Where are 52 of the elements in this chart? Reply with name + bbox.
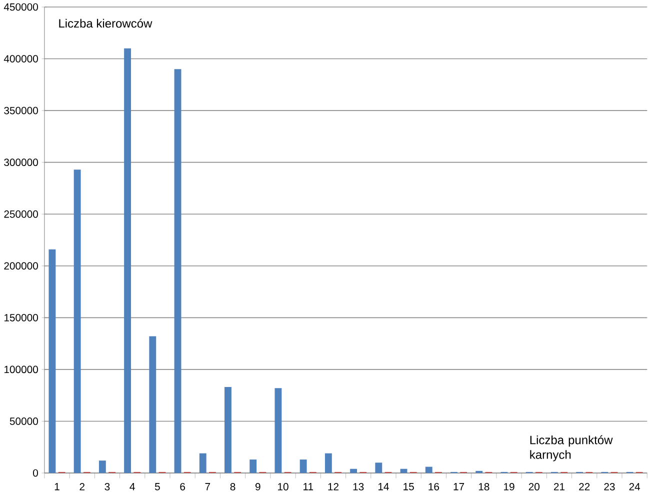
bar [48,249,56,473]
bar [199,453,206,473]
bar [375,462,382,473]
y-tick-label: 50000 [10,418,38,425]
bar [425,466,432,473]
y-axis-title: Liczba kierowców [59,18,152,28]
y-tick-label: 150000 [4,314,38,322]
x-tick-label: 19 [504,483,514,490]
x-tick-label: 17 [454,483,464,490]
x-tick-label: 3 [104,483,110,490]
y-tick-label: 350000 [4,106,38,114]
x-tick-label: 16 [428,483,440,490]
bar [74,170,81,473]
y-tick-label: 450000 [4,3,38,11]
x-tick-label: 23 [604,483,615,490]
bar [300,460,307,473]
x-tick-label: 6 [180,483,185,490]
x-tick-label: 20 [528,483,540,490]
x-tick-label: 7 [205,483,210,490]
x-tick-label: 24 [629,483,640,490]
x-tick-label: 15 [404,483,414,490]
x-tick-label: 4 [130,483,135,490]
bar [174,69,182,473]
y-tick-label: 0 [33,469,38,477]
bar [350,468,358,473]
y-tick-label: 300000 [4,158,38,166]
y-tick-label: 400000 [4,55,38,62]
bar [274,388,282,473]
x-tick-label: 14 [378,483,389,490]
x-tick-label: 21 [554,483,564,490]
y-tick-label: 250000 [4,210,38,218]
x-tick-label: 10 [278,483,288,490]
x-tick-label: 18 [478,483,490,490]
bar [400,468,408,473]
bar [149,336,156,473]
bar [98,460,106,473]
x-tick-label: 22 [579,483,590,490]
x-tick-label: 13 [353,483,364,490]
x-tick-label: 11 [304,483,313,490]
x-tick-label: 9 [255,483,260,490]
y-tick-label: 100000 [4,366,38,374]
x-tick-label: 5 [154,483,160,490]
bar [224,387,232,473]
x-tick-label: 12 [328,483,338,490]
bar [324,453,332,473]
bar [250,460,257,473]
y-tick-label: 200000 [4,262,38,270]
x-tick-label: 8 [230,483,236,490]
x-axis-title: Liczba punktów karnych [530,435,613,462]
bar [124,48,131,473]
x-tick-label: 1 [54,483,60,490]
x-tick-label: 2 [80,483,84,490]
